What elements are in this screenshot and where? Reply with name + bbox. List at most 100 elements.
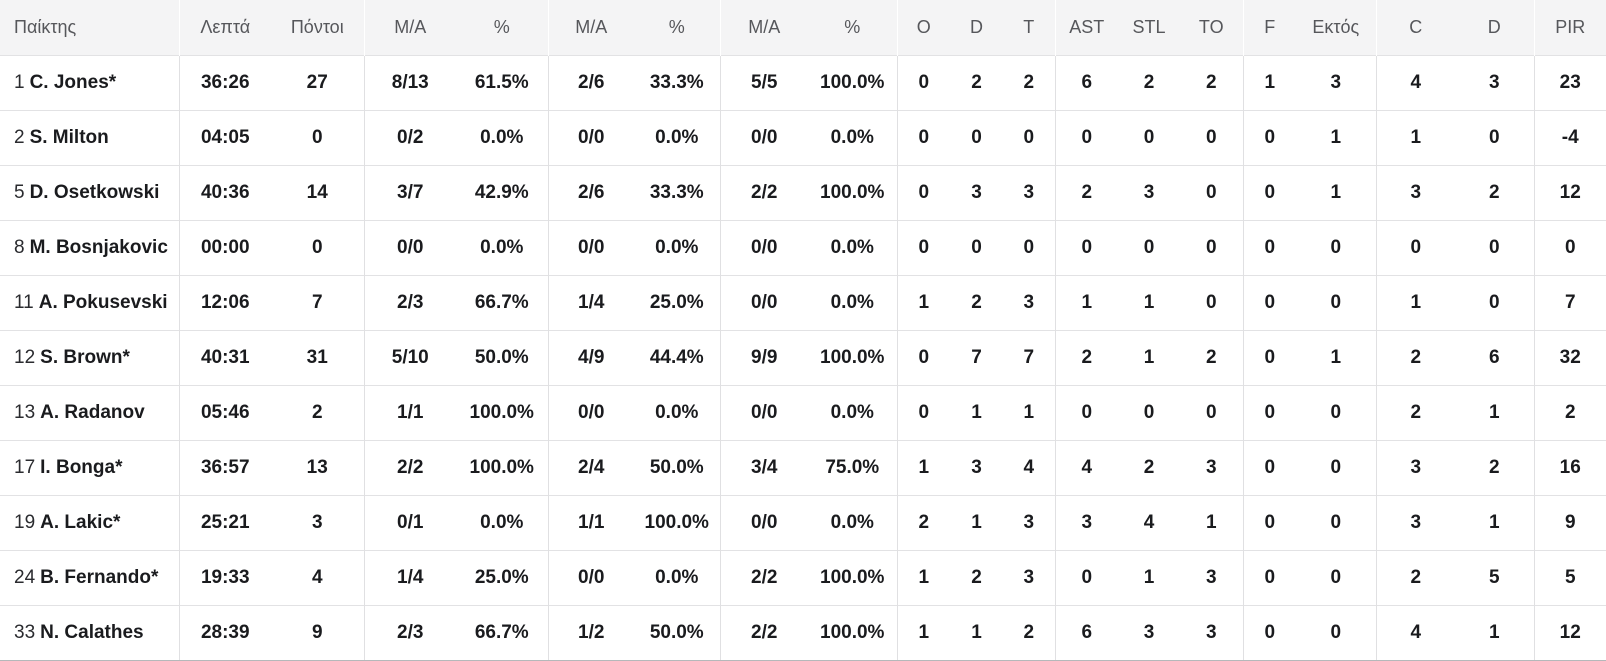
cell-fouls: 0: [1242, 440, 1296, 496]
cell-assists: 3: [1054, 495, 1118, 551]
jersey-number: 24: [14, 567, 36, 588]
cell-ft-ma: 0/0: [719, 385, 808, 441]
cell-fouls-drawn: 0: [1296, 550, 1376, 606]
cell-assists: 0: [1054, 110, 1118, 166]
cell-3pt-ma: 2/4: [547, 440, 634, 496]
cell-minutes: 25:21: [178, 495, 271, 551]
cell-steals: 0: [1118, 220, 1180, 276]
cell-3pt-pct: 33.3%: [634, 165, 720, 221]
col-header-c: C: [1375, 0, 1455, 56]
cell-3pt-ma: 2/6: [547, 55, 634, 111]
cell-c: 4: [1375, 55, 1455, 111]
col-header-reb-off: O: [896, 0, 950, 56]
cell-c: 2: [1375, 385, 1455, 441]
cell-fouls-drawn: 3: [1296, 55, 1376, 111]
player-cell[interactable]: 13 A. Radanov: [0, 385, 179, 441]
cell-3pt-ma: 0/0: [547, 385, 634, 441]
cell-ft-ma: 5/5: [719, 55, 808, 111]
col-header-turnovers: TO: [1180, 0, 1243, 56]
player-name: C. Jones*: [29, 72, 117, 93]
cell-2pt-pct: 0.0%: [456, 495, 548, 551]
jersey-number: 8: [14, 237, 25, 258]
player-cell[interactable]: 24 B. Fernando*: [0, 550, 179, 606]
cell-points: 13: [271, 440, 364, 496]
cell-fouls: 0: [1242, 330, 1296, 386]
player-stat-row[interactable]: 5 D. Osetkowski 40:36 14 3/7 42.9% 2/6 33…: [0, 165, 1606, 221]
cell-3pt-ma: 4/9: [547, 330, 634, 386]
cell-2pt-pct: 100.0%: [456, 385, 548, 441]
cell-steals: 1: [1118, 330, 1180, 386]
player-cell[interactable]: 33 N. Calathes: [0, 605, 179, 661]
cell-3pt-pct: 0.0%: [634, 385, 720, 441]
cell-2pt-ma: 8/13: [363, 55, 456, 111]
cell-ft-pct: 100.0%: [808, 330, 897, 386]
col-header-player: Παίκτης: [0, 0, 179, 56]
cell-2pt-pct: 0.0%: [456, 110, 548, 166]
player-stat-row[interactable]: 19 A. Lakic* 25:21 3 0/1 0.0% 1/1 100.0% …: [0, 495, 1606, 551]
cell-d: 2: [1455, 165, 1534, 221]
cell-c: 1: [1375, 275, 1455, 331]
cell-fouls-drawn: 0: [1296, 220, 1376, 276]
cell-minutes: 28:39: [178, 605, 271, 661]
cell-2pt-ma: 0/1: [363, 495, 456, 551]
jersey-number: 12: [14, 347, 36, 368]
header-row: Παίκτης Λεπτά Πόντοι Μ/Α % Μ/Α % Μ/Α % O…: [0, 0, 1606, 56]
cell-2pt-pct: 25.0%: [456, 550, 548, 606]
player-cell[interactable]: 8 M. Bosnjakovic: [0, 220, 179, 276]
cell-2pt-pct: 61.5%: [456, 55, 548, 111]
player-stat-row[interactable]: 1 C. Jones* 36:26 27 8/13 61.5% 2/6 33.3%…: [0, 55, 1606, 111]
player-name: A. Radanov: [40, 402, 145, 423]
cell-reb-off: 1: [896, 275, 950, 331]
cell-pir: 2: [1533, 385, 1606, 441]
cell-reb-total: 2: [1003, 605, 1055, 661]
player-cell[interactable]: 1 C. Jones*: [0, 55, 179, 111]
col-header-fouls: F: [1242, 0, 1296, 56]
cell-reb-off: 2: [896, 495, 950, 551]
player-name: B. Fernando*: [40, 567, 159, 588]
player-stat-row[interactable]: 2 S. Milton 04:05 0 0/2 0.0% 0/0 0.0% 0/0…: [0, 110, 1606, 166]
cell-minutes: 40:36: [178, 165, 271, 221]
player-stat-row[interactable]: 12 S. Brown* 40:31 31 5/10 50.0% 4/9 44.4…: [0, 330, 1606, 386]
cell-c: 3: [1375, 440, 1455, 496]
cell-ft-pct: 0.0%: [808, 275, 897, 331]
cell-3pt-pct: 0.0%: [634, 220, 720, 276]
player-stat-row[interactable]: 11 A. Pokusevski 12:06 7 2/3 66.7% 1/4 25…: [0, 275, 1606, 331]
cell-assists: 2: [1054, 330, 1118, 386]
player-stat-row[interactable]: 13 A. Radanov 05:46 2 1/1 100.0% 0/0 0.0%…: [0, 385, 1606, 441]
player-cell[interactable]: 11 A. Pokusevski: [0, 275, 179, 331]
cell-reb-total: 1: [1003, 385, 1055, 441]
player-cell[interactable]: 19 A. Lakic*: [0, 495, 179, 551]
cell-3pt-ma: 0/0: [547, 220, 634, 276]
cell-points: 7: [271, 275, 364, 331]
cell-reb-total: 0: [1003, 220, 1055, 276]
player-cell[interactable]: 2 S. Milton: [0, 110, 179, 166]
player-cell[interactable]: 5 D. Osetkowski: [0, 165, 179, 221]
player-stat-row[interactable]: 33 N. Calathes 28:39 9 2/3 66.7% 1/2 50.0…: [0, 605, 1606, 661]
cell-steals: 3: [1118, 605, 1180, 661]
cell-fouls-drawn: 1: [1296, 330, 1376, 386]
cell-fouls: 0: [1242, 550, 1296, 606]
col-header-minutes: Λεπτά: [178, 0, 271, 56]
cell-ft-pct: 0.0%: [808, 110, 897, 166]
player-cell[interactable]: 17 I. Bonga*: [0, 440, 179, 496]
cell-assists: 4: [1054, 440, 1118, 496]
cell-assists: 2: [1054, 165, 1118, 221]
jersey-number: 17: [14, 457, 36, 478]
player-stat-row[interactable]: 8 M. Bosnjakovic 00:00 0 0/0 0.0% 0/0 0.0…: [0, 220, 1606, 276]
cell-turnovers: 0: [1180, 220, 1243, 276]
cell-fouls-drawn: 0: [1296, 495, 1376, 551]
player-cell[interactable]: 12 S. Brown*: [0, 330, 179, 386]
cell-reb-off: 0: [896, 55, 950, 111]
cell-reb-def: 0: [950, 110, 1003, 166]
cell-reb-def: 3: [950, 165, 1003, 221]
cell-pir: 0: [1533, 220, 1606, 276]
cell-3pt-pct: 50.0%: [634, 440, 720, 496]
cell-assists: 6: [1054, 605, 1118, 661]
player-stat-row[interactable]: 24 B. Fernando* 19:33 4 1/4 25.0% 0/0 0.0…: [0, 550, 1606, 606]
player-stat-row[interactable]: 17 I. Bonga* 36:57 13 2/2 100.0% 2/4 50.0…: [0, 440, 1606, 496]
jersey-number: 1: [14, 72, 25, 93]
cell-3pt-ma: 1/4: [547, 275, 634, 331]
cell-turnovers: 0: [1180, 110, 1243, 166]
cell-reb-off: 1: [896, 550, 950, 606]
cell-turnovers: 3: [1180, 605, 1243, 661]
